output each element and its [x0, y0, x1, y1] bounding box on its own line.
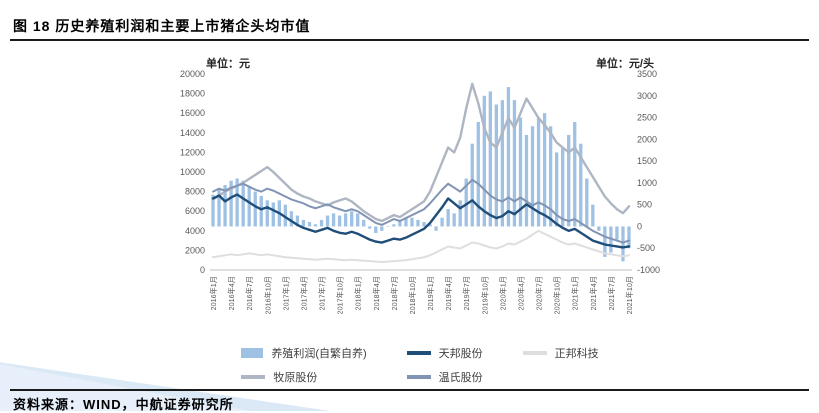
svg-text:2020年10月: 2020年10月 — [553, 276, 562, 314]
svg-text:2000: 2000 — [185, 245, 205, 255]
svg-text:8000: 8000 — [185, 187, 205, 197]
svg-text:18000: 18000 — [180, 89, 205, 99]
svg-text:2020年4月: 2020年4月 — [516, 276, 525, 310]
svg-text:2020年7月: 2020年7月 — [535, 276, 544, 310]
chart-legend: 养殖利润(自繁自养) 天邦股份 正邦科技牧原股份 温氏股份 — [160, 345, 680, 385]
source-divider — [10, 389, 809, 391]
svg-text:2018年1月: 2018年1月 — [354, 276, 363, 310]
chart-container: 单位：元 单位：元/头 0 2000 4000 6000 8000 10000 12000 1… — [160, 52, 680, 385]
legend-item: 天邦股份 — [406, 345, 483, 361]
svg-text:2016年4月: 2016年4月 — [227, 276, 236, 310]
svg-text:2016年7月: 2016年7月 — [245, 276, 254, 310]
svg-text:2020年1月: 2020年1月 — [498, 276, 507, 310]
chart-canvas: 0200040006000800010000120001400016000180… — [180, 69, 660, 314]
svg-text:2019年7月: 2019年7月 — [462, 276, 471, 310]
svg-text:12000: 12000 — [180, 147, 205, 157]
svg-text:500: 500 — [637, 200, 652, 210]
legend-item: 牧原股份 — [241, 369, 317, 385]
svg-text:0: 0 — [637, 221, 642, 231]
svg-text:2021年1月: 2021年1月 — [571, 276, 580, 310]
svg-text:2021年7月: 2021年7月 — [607, 276, 616, 310]
svg-text:4000: 4000 — [185, 226, 205, 236]
legend-label: 牧原股份 — [273, 372, 318, 384]
legend-line-swatch — [406, 351, 431, 355]
svg-text:0: 0 — [200, 265, 205, 275]
axis-units-row: 单位：元 单位：元/头 — [160, 52, 680, 70]
legend-line-swatch — [241, 375, 266, 379]
svg-text:2017年10月: 2017年10月 — [336, 276, 345, 314]
legend-label: 正邦科技 — [554, 348, 599, 360]
svg-text:2018年7月: 2018年7月 — [390, 276, 399, 310]
svg-text:14000: 14000 — [180, 128, 205, 138]
svg-text:3000: 3000 — [637, 91, 657, 101]
svg-text:2021年10月: 2021年10月 — [625, 276, 634, 314]
legend-bar-swatch — [241, 348, 264, 358]
svg-text:2019年1月: 2019年1月 — [426, 276, 435, 310]
svg-text:2000: 2000 — [637, 134, 657, 144]
source-text: 资料来源：WIND，中航证券研究所 — [13, 397, 234, 412]
svg-text:1500: 1500 — [637, 156, 657, 166]
svg-text:2500: 2500 — [637, 113, 657, 123]
svg-text:2016年10月: 2016年10月 — [263, 276, 272, 314]
svg-text:10000: 10000 — [180, 167, 205, 177]
legend-item: 温氏股份 — [406, 369, 483, 385]
svg-text:2017年4月: 2017年4月 — [299, 276, 308, 310]
figure-title: 图 18 历史养殖利润和主要上市猪企头均市值 — [13, 18, 311, 34]
svg-text:2016年1月: 2016年1月 — [209, 276, 218, 310]
legend-item: 正邦科技 — [522, 345, 599, 361]
svg-text:2019年10月: 2019年10月 — [480, 276, 489, 314]
svg-text:-500: -500 — [637, 243, 655, 253]
svg-text:3500: 3500 — [637, 69, 657, 79]
svg-text:-1000: -1000 — [637, 265, 660, 275]
svg-text:16000: 16000 — [180, 108, 205, 118]
svg-text:2017年7月: 2017年7月 — [318, 276, 327, 310]
legend-line-swatch — [522, 351, 547, 355]
legend-line-swatch — [406, 375, 431, 379]
legend-label: 天邦股份 — [438, 348, 483, 360]
legend-label: 养殖利润(自繁自养) — [271, 348, 367, 360]
svg-text:6000: 6000 — [185, 206, 205, 216]
legend-label: 温氏股份 — [438, 372, 483, 384]
svg-text:2021年4月: 2021年4月 — [589, 276, 598, 310]
svg-text:2017年1月: 2017年1月 — [281, 276, 290, 310]
svg-text:2019年4月: 2019年4月 — [444, 276, 453, 310]
svg-text:2018年4月: 2018年4月 — [372, 276, 381, 310]
title-divider — [10, 39, 809, 41]
legend-item: 养殖利润(自繁自养) — [241, 345, 367, 361]
svg-text:1000: 1000 — [637, 178, 657, 188]
left-axis-unit-label: 单位：元 — [206, 58, 250, 70]
svg-text:20000: 20000 — [180, 69, 205, 79]
svg-text:2018年10月: 2018年10月 — [408, 276, 417, 314]
right-axis-unit-label: 单位：元/头 — [595, 58, 654, 70]
